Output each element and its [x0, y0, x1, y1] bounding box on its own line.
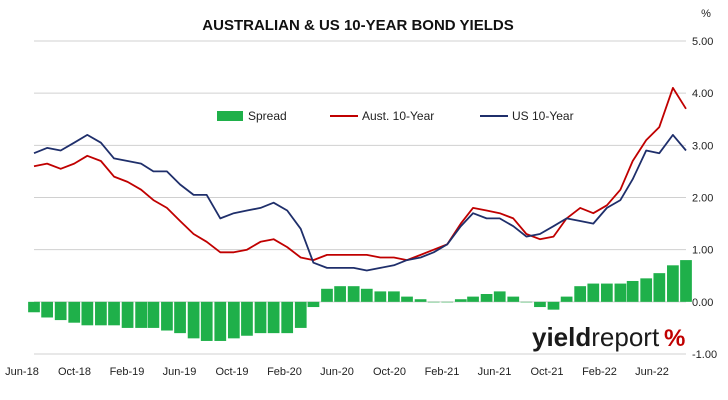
spread-bar	[200, 301, 213, 341]
x-tick-label: Feb-22	[582, 366, 617, 378]
spread-bar	[68, 301, 81, 323]
spread-bar	[121, 301, 134, 328]
spread-bar	[174, 301, 186, 334]
y-axis-unit: %	[701, 8, 711, 20]
x-tick-label: Jun-21	[478, 366, 512, 378]
spread-bar	[281, 301, 294, 334]
spread-bar	[480, 294, 493, 302]
legend-swatch-spread	[217, 111, 243, 121]
chart-title: AUSTRALIAN & US 10-YEAR BOND YIELDS	[202, 17, 513, 34]
spread-bar	[241, 301, 253, 336]
legend: Spread Aust. 10-Year US 10-Year	[217, 109, 574, 123]
spread-bar	[108, 301, 120, 326]
spread-bar	[467, 296, 479, 302]
y-tick-label: 0.00	[692, 297, 713, 309]
spread-bar	[547, 301, 560, 310]
x-tick-label: Oct-20	[373, 366, 406, 378]
spread-bar	[135, 301, 148, 328]
spread-bar	[507, 296, 520, 302]
spread-bar	[307, 301, 320, 308]
logo-text-accent: report	[591, 322, 660, 352]
spread-bar	[161, 301, 173, 331]
spread-bar	[493, 291, 506, 302]
x-tick-label: Feb-20	[267, 366, 302, 378]
y-tick-label: 2.00	[692, 193, 713, 205]
legend-label-spread: Spread	[248, 109, 287, 123]
legend-label-aust: Aust. 10-Year	[362, 109, 434, 123]
spread-bar	[360, 288, 373, 302]
x-tick-label: Oct-18	[58, 366, 91, 378]
spread-bar	[321, 288, 333, 302]
x-tick-label: Jun-20	[320, 366, 354, 378]
y-axis-ticks: 5.00 4.00 3.00 2.00 1.00 0.00 -1.00	[692, 36, 717, 361]
spread-bar	[334, 286, 346, 302]
legend-label-us: US 10-Year	[512, 109, 574, 123]
spread-bar	[560, 296, 573, 302]
spread-bar	[41, 301, 53, 318]
spread-bar	[347, 286, 360, 302]
spread-bar	[534, 301, 546, 308]
y-tick-label: -1.00	[692, 349, 717, 361]
y-tick-label: 1.00	[692, 245, 713, 257]
x-tick-label: Jun-18	[5, 366, 39, 378]
spread-bar	[414, 299, 427, 302]
spread-bar	[640, 278, 653, 302]
y-tick-label: 4.00	[692, 88, 713, 100]
spread-bar	[147, 301, 160, 328]
spread-bar	[267, 301, 280, 334]
spread-bar	[614, 283, 627, 302]
spread-bar	[294, 301, 307, 328]
x-tick-label: Jun-22	[635, 366, 669, 378]
x-tick-label: Oct-19	[215, 366, 248, 378]
y-tick-label: 3.00	[692, 140, 713, 152]
spread-bar	[667, 265, 679, 302]
spread-bar	[653, 273, 666, 302]
spread-bar	[427, 301, 440, 303]
spread-bar	[54, 301, 67, 321]
spread-bar	[227, 301, 240, 339]
spread-bar	[214, 301, 227, 341]
yieldreport-logo: yieldreport %	[532, 322, 685, 352]
us-10-year-line	[33, 133, 687, 272]
spread-bar	[388, 291, 400, 302]
spread-bar	[600, 283, 613, 302]
spread-bar	[254, 301, 267, 334]
x-tick-label: Feb-21	[425, 366, 460, 378]
x-tick-label: Jun-19	[163, 366, 197, 378]
spread-bar	[81, 301, 94, 326]
spread-bar	[401, 296, 413, 302]
spread-bar	[441, 301, 454, 303]
spread-bar	[680, 260, 692, 302]
x-axis-ticks: Jun-18 Oct-18 Feb-19 Jun-19 Oct-19 Feb-20 Jun-…	[5, 366, 669, 378]
aust-10-year-line	[33, 87, 687, 262]
spread-bar	[587, 283, 600, 302]
spread-bar	[28, 301, 40, 313]
spread-bar	[374, 291, 387, 302]
spread-bar	[626, 280, 639, 302]
spread-bar	[187, 301, 200, 339]
x-tick-label: Feb-19	[110, 366, 145, 378]
yield-lines	[33, 87, 687, 272]
spread-bar	[520, 301, 533, 303]
spread-bar	[574, 286, 587, 302]
svg-text:yieldreport: yieldreport	[532, 322, 660, 352]
logo-percent-icon: %	[664, 325, 685, 352]
spread-bar	[454, 299, 467, 302]
x-tick-label: Oct-21	[530, 366, 563, 378]
logo-text-main: yield	[532, 322, 591, 352]
y-tick-label: 5.00	[692, 36, 713, 48]
spread-bars	[28, 260, 692, 341]
spread-bar	[95, 301, 107, 326]
